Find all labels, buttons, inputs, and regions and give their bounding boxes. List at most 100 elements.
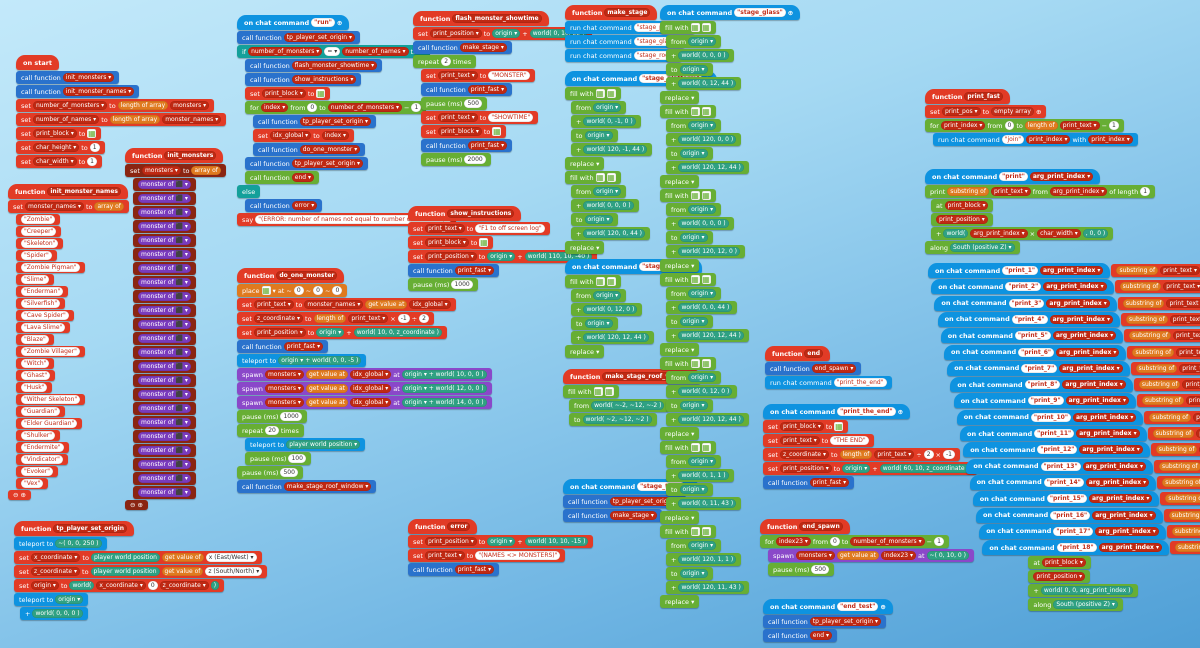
- code-block[interactable]: repeat 2 times: [413, 55, 477, 68]
- expression-pill[interactable]: monster of ⬛ ▾: [138, 334, 191, 343]
- code-block[interactable]: + world( 0, 12, 44 ): [666, 77, 742, 90]
- code-block[interactable]: + world( 120, 12, 44 ): [666, 413, 749, 426]
- code-block[interactable]: + world( 120, 12, 44 ): [666, 161, 749, 174]
- expression-pill[interactable]: player world position ▾: [286, 440, 361, 449]
- code-block[interactable]: call function tp_player_set_origin ▾: [245, 157, 368, 170]
- variable-pill[interactable]: tp_player_set_origin ▾: [299, 117, 371, 126]
- expression-pill[interactable]: origin ▾: [688, 289, 717, 298]
- code-block[interactable]: from origin ▾: [666, 203, 722, 216]
- variable-pill[interactable]: print_position ▾: [429, 29, 482, 38]
- variable-pill[interactable]: print_text ▾: [437, 113, 478, 122]
- code-block[interactable]: replace ▾: [660, 343, 700, 356]
- expression-pill[interactable]: get value at: [365, 300, 408, 309]
- expression-pill[interactable]: monster of ⬛ ▾: [138, 404, 191, 413]
- code-block[interactable]: fill with ▦ ▦: [565, 275, 621, 288]
- code-block[interactable]: call function print_fast ▾: [421, 83, 513, 96]
- variable-pill[interactable]: make_stage_roof_window ▾: [283, 482, 372, 491]
- variable-pill[interactable]: idx_global ▾: [269, 131, 312, 140]
- expression-pill[interactable]: world( 60, 10, z_coordinate ): [879, 464, 972, 473]
- variable-pill[interactable]: print_text ▾: [990, 187, 1031, 196]
- expression-pill[interactable]: origin ▾: [584, 131, 613, 140]
- expression-pill[interactable]: monster of ⬛ ▾: [138, 208, 191, 217]
- variable-pill[interactable]: print_block ▾: [1041, 558, 1086, 568]
- variable-pill[interactable]: arg_print_index ▾: [1088, 494, 1153, 504]
- variable-pill[interactable]: print_fast ▾: [809, 478, 850, 487]
- expression-pill[interactable]: South (positive Z) ▾: [1053, 600, 1118, 610]
- string-pill[interactable]: "Evoker": [21, 467, 53, 476]
- code-block[interactable]: set print_block ▾ to ▦: [408, 236, 494, 249]
- block-hat[interactable]: function show_instructions: [408, 206, 522, 221]
- code-block[interactable]: set print_pos ▾ to empty array ⊕: [925, 105, 1047, 118]
- expression-pill[interactable]: world( 0, 0, arg_print_index ): [1040, 586, 1134, 596]
- expression-pill[interactable]: substring of: [1132, 347, 1175, 357]
- expression-pill[interactable]: world( 0, 11, 43 ): [678, 499, 737, 508]
- value-pill[interactable]: 500: [280, 468, 298, 477]
- code-block[interactable]: monster of ⬛ ▾: [133, 402, 196, 415]
- expression-pill[interactable]: world( 0, -1, 0 ): [583, 117, 636, 126]
- string-pill[interactable]: "Silverfish": [21, 299, 61, 308]
- code-block[interactable]: set number_of_names ▾ to length of array mon…: [16, 113, 227, 126]
- variable-pill[interactable]: arg_print_index ▾: [1079, 445, 1143, 455]
- expression-pill[interactable]: monster of ⬛ ▾: [138, 376, 191, 385]
- expression-pill[interactable]: world( 10, 0, z_coordinate ): [353, 328, 442, 337]
- expression-pill[interactable]: world( 0, 12, 0 ): [583, 305, 638, 314]
- block-hat[interactable]: function print_fast: [925, 89, 1010, 104]
- code-block[interactable]: call function tp_player_set_origin ▾: [763, 615, 886, 628]
- code-block[interactable]: to origin ▾: [666, 315, 713, 328]
- code-block[interactable]: for index ▾ from 0 to number_of_monsters ▾ −1: [245, 101, 427, 114]
- code-block[interactable]: to origin ▾: [666, 147, 713, 160]
- variable-pill[interactable]: arg_print_index ▾: [1065, 396, 1130, 406]
- code-block[interactable]: + world( 120, 12, 44 ): [666, 329, 749, 342]
- variable-pill[interactable]: print_text ▾: [1160, 266, 1200, 275]
- code-block[interactable]: replace ▾: [660, 595, 700, 608]
- variable-pill[interactable]: print_index ▾: [1026, 135, 1071, 144]
- variable-pill[interactable]: arg_print_index ▾: [1052, 331, 1117, 341]
- code-block[interactable]: set char_width ▾ to 1: [16, 155, 102, 168]
- variable-pill[interactable]: arg_print_index ▾: [1098, 543, 1162, 553]
- code-block[interactable]: call function flash_monster_showtime ▾: [245, 59, 383, 72]
- code-block[interactable]: replace ▾: [660, 259, 700, 272]
- code-block[interactable]: monster of ⬛ ▾: [133, 388, 196, 401]
- variable-pill[interactable]: monsters ▾: [264, 384, 304, 393]
- variable-pill[interactable]: z_coordinate ▾: [30, 567, 81, 576]
- expression-pill[interactable]: world( 110, 10, -40 ): [524, 252, 593, 261]
- variable-pill[interactable]: tp_player_set_origin ▾: [609, 497, 681, 506]
- code-block[interactable]: fill with ▦ ▦: [563, 385, 619, 398]
- variable-pill[interactable]: print_fast ▾: [283, 342, 324, 351]
- string-pill[interactable]: "print_the_end": [833, 378, 887, 387]
- string-pill[interactable]: "Skeleton": [21, 239, 59, 248]
- block-icon[interactable]: ▦: [701, 23, 711, 32]
- code-block[interactable]: monster of ⬛ ▾: [133, 458, 196, 471]
- code-block[interactable]: say "(ERROR: number of names not equal to…: [237, 213, 456, 226]
- string-pill[interactable]: "print_2": [1005, 282, 1042, 292]
- value-pill[interactable]: 1: [934, 537, 944, 546]
- code-block[interactable]: to origin ▾: [571, 129, 618, 142]
- code-block[interactable]: set print_text ▾ to "SHOWTIME": [421, 111, 539, 124]
- expression-pill[interactable]: substring of: [1171, 526, 1200, 536]
- code-block[interactable]: run chat command "stage_glass": [565, 35, 686, 48]
- code-block[interactable]: replace ▾: [565, 241, 605, 254]
- code-block[interactable]: fill with ▦ ▦: [660, 273, 716, 286]
- block-hat[interactable]: on chat command "end_test" ⊕: [763, 599, 893, 614]
- variable-pill[interactable]: monsters ▾: [141, 166, 181, 175]
- block-hat[interactable]: on chat command "print_11" arg_print_index…: [960, 426, 1147, 441]
- code-block[interactable]: monster of ⬛ ▾: [133, 444, 196, 457]
- code-block[interactable]: monster of ⬛ ▾: [133, 220, 196, 233]
- expression-pill[interactable]: world(: [943, 229, 969, 238]
- code-block[interactable]: call function init_monsters ▾: [16, 71, 120, 84]
- expression-pill[interactable]: substring of: [1126, 314, 1168, 324]
- string-pill[interactable]: "print_10": [1030, 412, 1071, 422]
- code-block[interactable]: call function print_fast ▾: [408, 563, 500, 576]
- variable-pill[interactable]: char_height ▾: [32, 143, 80, 152]
- variable-pill[interactable]: init_monsters ▾: [62, 73, 115, 82]
- block-icon[interactable]: ▦: [701, 107, 711, 116]
- expression-pill[interactable]: player world position: [90, 553, 160, 562]
- value-pill[interactable]: 0: [313, 286, 323, 295]
- code-block[interactable]: replace ▾: [565, 157, 605, 170]
- block-hat[interactable]: on chat command "print_6" arg_print_index …: [944, 344, 1127, 360]
- string-pill[interactable]: "print_9": [1027, 396, 1064, 406]
- code-block[interactable]: for print_index ▾ from 0 to length of print_te…: [925, 119, 1124, 132]
- code-block[interactable]: + world( 0, 11, 43 ): [666, 497, 742, 510]
- code-block[interactable]: pause (ms) 2000: [421, 153, 491, 166]
